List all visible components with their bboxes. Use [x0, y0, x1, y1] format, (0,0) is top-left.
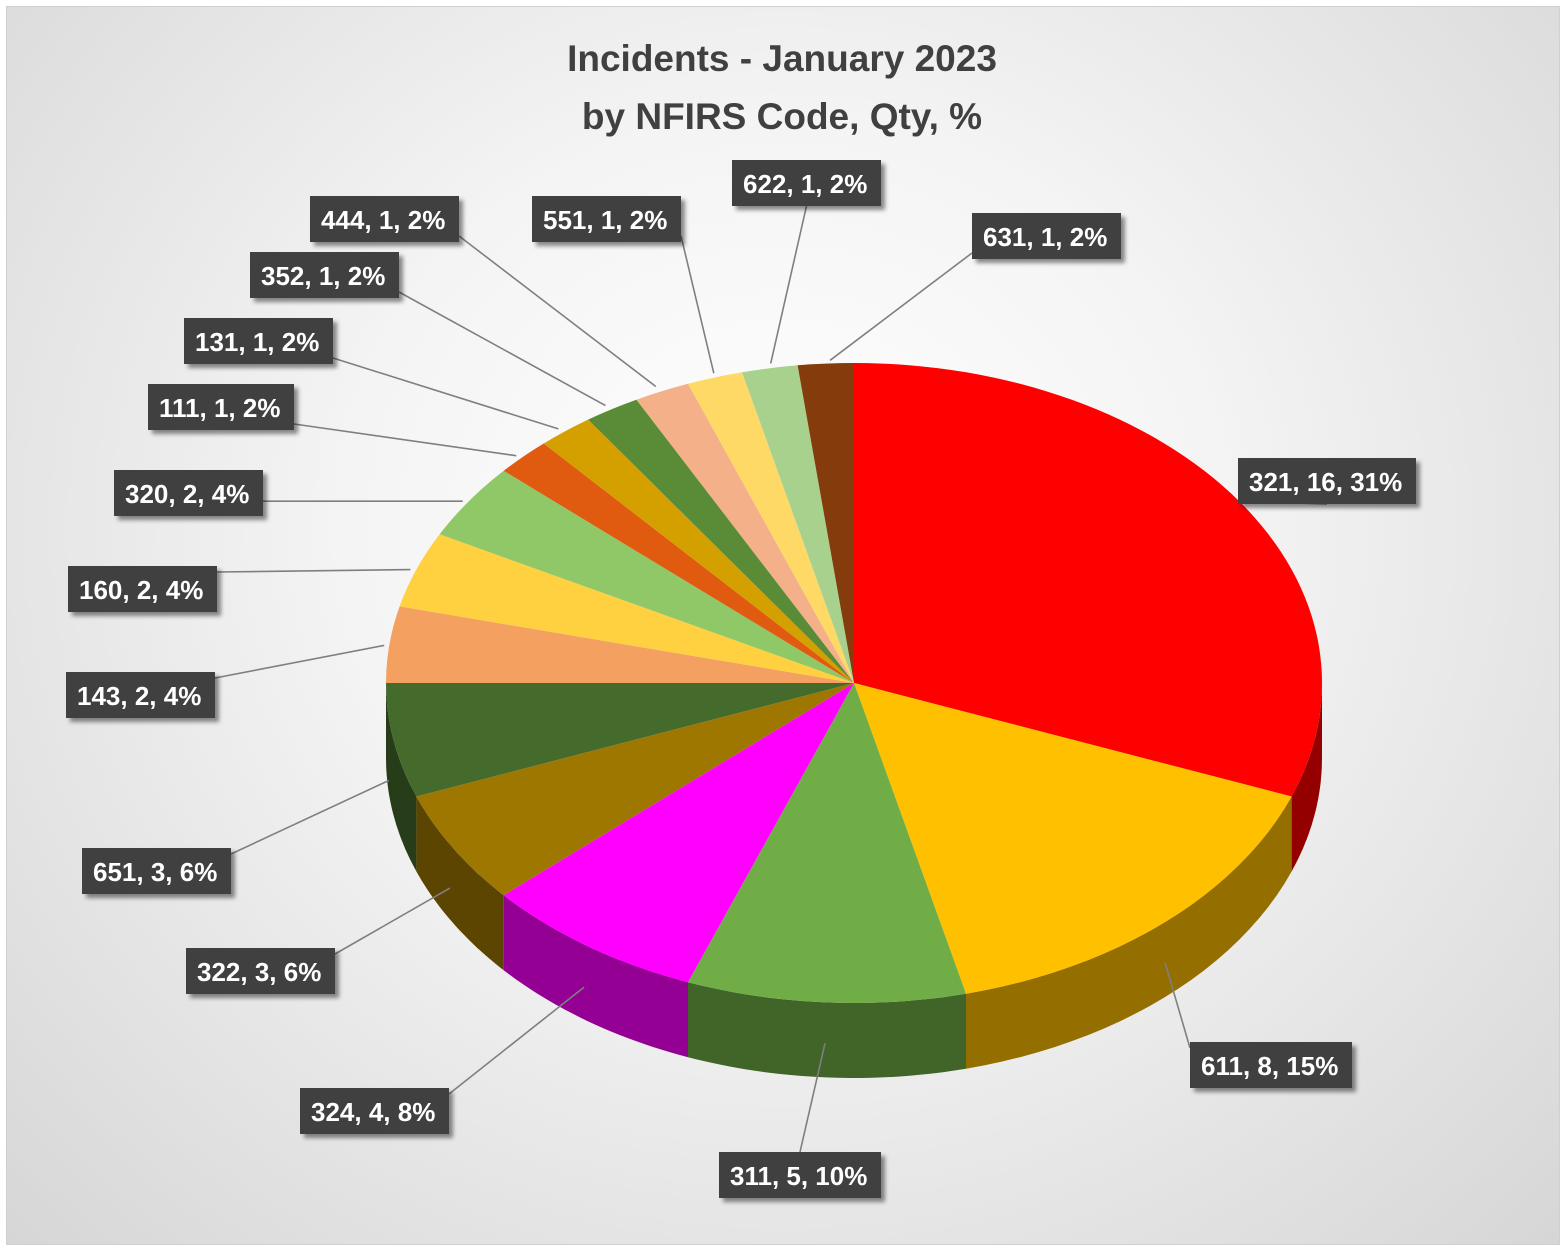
leader-line-651 — [230, 779, 390, 855]
slice-311[interactable] — [688, 683, 966, 1004]
data-label-320: 320, 2, 4% — [114, 470, 263, 516]
leader-line-551 — [680, 235, 715, 374]
slice-631[interactable] — [797, 362, 854, 683]
slice-322[interactable] — [416, 683, 854, 896]
svg-text:324, 4, 8%: 324, 4, 8% — [311, 1097, 435, 1127]
chart-title: Incidents - January 2023 by NFIRS Code, … — [0, 30, 1564, 146]
slice-352[interactable] — [588, 399, 854, 683]
data-label-321: 321, 16, 31% — [1238, 458, 1416, 504]
data-label-551: 551, 1, 2% — [532, 196, 681, 242]
data-label-322: 322, 3, 6% — [186, 948, 335, 994]
leader-line-111 — [293, 423, 517, 457]
svg-text:444, 1, 2%: 444, 1, 2% — [321, 205, 445, 235]
slice-160[interactable] — [399, 534, 854, 683]
svg-text:311, 5, 10%: 311, 5, 10% — [730, 1161, 867, 1191]
svg-text:651, 3, 6%: 651, 3, 6% — [93, 857, 217, 887]
svg-text:111, 1, 2%: 111, 1, 2% — [159, 393, 280, 423]
data-label-352: 352, 1, 2% — [250, 252, 399, 298]
data-label-611: 611, 8, 15% — [1190, 1042, 1352, 1088]
data-label-111: 111, 1, 2% — [148, 384, 294, 430]
data-label-131: 131, 1, 2% — [184, 318, 333, 364]
svg-text:352, 1, 2%: 352, 1, 2% — [261, 261, 385, 291]
svg-text:320, 2, 4%: 320, 2, 4% — [125, 479, 249, 509]
svg-text:551, 1, 2%: 551, 1, 2% — [543, 205, 667, 235]
slice-651[interactable] — [386, 683, 854, 797]
slice-wall-311 — [688, 982, 966, 1078]
slice-321[interactable] — [854, 363, 1323, 797]
slice-444[interactable] — [636, 383, 855, 683]
slice-622[interactable] — [742, 365, 854, 683]
data-label-324: 324, 4, 8% — [300, 1088, 449, 1134]
slice-143[interactable] — [386, 606, 854, 683]
leader-line-131 — [332, 357, 559, 430]
data-label-622: 622, 1, 2% — [732, 160, 881, 206]
svg-text:322, 3, 6%: 322, 3, 6% — [197, 957, 321, 987]
svg-text:611, 8, 15%: 611, 8, 15% — [1201, 1051, 1338, 1081]
leader-line-311 — [799, 1043, 826, 1153]
slice-wall-321 — [1291, 683, 1322, 872]
svg-text:160, 2, 4%: 160, 2, 4% — [79, 575, 203, 605]
slice-wall-611 — [966, 796, 1292, 1069]
slice-wall-651 — [386, 683, 417, 872]
leader-line-352 — [398, 291, 606, 407]
slice-324[interactable] — [503, 683, 854, 983]
leader-line-143 — [214, 644, 385, 679]
leader-line-444 — [458, 235, 657, 388]
svg-text:131, 1, 2%: 131, 1, 2% — [195, 327, 319, 357]
svg-text:631, 1, 2%: 631, 1, 2% — [983, 222, 1107, 252]
slice-320[interactable] — [439, 470, 854, 683]
data-label-444: 444, 1, 2% — [310, 196, 459, 242]
data-label-651: 651, 3, 6% — [82, 848, 231, 894]
leader-line-631 — [829, 252, 973, 361]
slice-611[interactable] — [854, 683, 1292, 994]
leader-line-622 — [769, 205, 808, 364]
data-label-311: 311, 5, 10% — [719, 1152, 881, 1198]
slice-111[interactable] — [503, 443, 854, 684]
svg-text:143, 2, 4%: 143, 2, 4% — [77, 681, 201, 711]
chart-title-line-1: Incidents - January 2023 — [567, 38, 997, 79]
slice-wall-324 — [503, 895, 688, 1058]
leader-line-322 — [334, 887, 451, 955]
slice-551[interactable] — [688, 372, 854, 683]
svg-text:622, 1, 2%: 622, 1, 2% — [743, 169, 867, 199]
data-label-143: 143, 2, 4% — [66, 672, 215, 718]
slice-131[interactable] — [543, 419, 854, 683]
data-label-160: 160, 2, 4% — [68, 566, 217, 612]
slice-wall-322 — [416, 796, 504, 971]
leader-line-160 — [216, 568, 411, 573]
data-label-631: 631, 1, 2% — [972, 213, 1121, 259]
svg-text:321, 16, 31%: 321, 16, 31% — [1249, 467, 1402, 497]
leader-line-611 — [1164, 962, 1191, 1049]
chart-title-line-2: by NFIRS Code, Qty, % — [581, 96, 983, 137]
leader-line-324 — [448, 986, 585, 1095]
